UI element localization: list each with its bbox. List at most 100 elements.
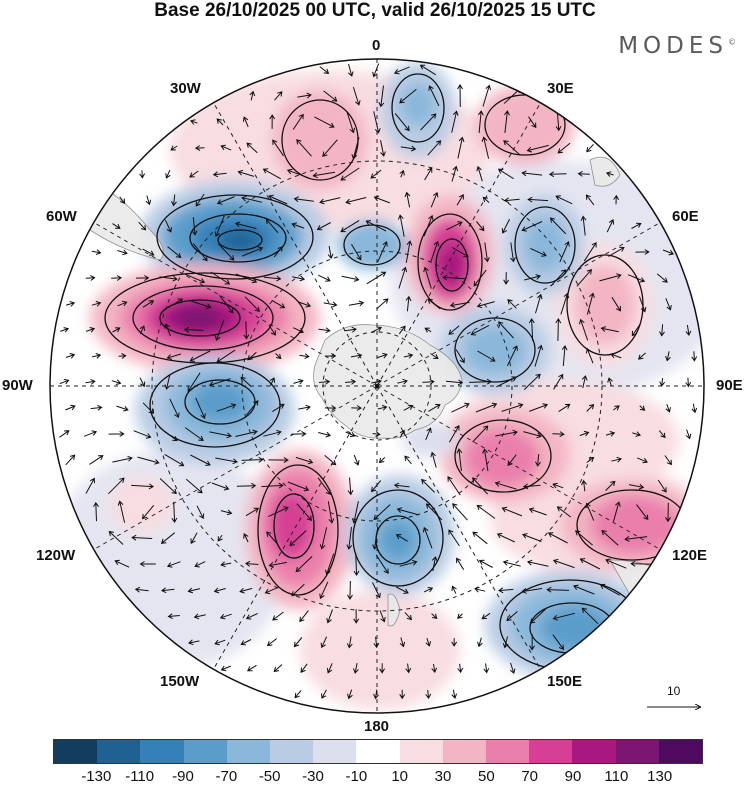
- wind-vector: [317, 477, 331, 495]
- wind-vector: [160, 532, 176, 544]
- wind-vector: [93, 501, 99, 522]
- wind-vector: [375, 554, 389, 574]
- wind-vector: [419, 64, 437, 76]
- colorbar-swatch: [442, 740, 487, 763]
- wind-vector: [576, 268, 593, 287]
- wind-vector: [501, 403, 524, 412]
- wind-vector: [263, 429, 282, 437]
- wind-vector: [422, 378, 435, 385]
- wind-vector: [112, 327, 121, 333]
- wind-vector: [404, 455, 412, 465]
- wind-vector: [558, 403, 571, 413]
- wind-vector: [346, 636, 353, 649]
- wind-vector: [234, 221, 257, 230]
- wind-vector: [245, 612, 258, 620]
- wind-vector: [111, 379, 122, 385]
- wind-vector: [380, 139, 386, 157]
- wind-vector: [312, 171, 336, 179]
- colorbar-tick-label: -50: [258, 768, 281, 785]
- wind-vector: [624, 536, 648, 542]
- wind-vector: [83, 430, 98, 437]
- wind-vector: [452, 247, 469, 258]
- wind-vector: [320, 636, 328, 649]
- wind-vector: [208, 378, 231, 388]
- wind-vector: [268, 194, 288, 205]
- wind-vector: [529, 403, 549, 412]
- wind-vector: [341, 275, 360, 282]
- wind-vector: [396, 586, 409, 594]
- wind-vector: [613, 194, 620, 205]
- colorbar-tick-label: -90: [172, 768, 194, 785]
- wind-vector: [379, 610, 386, 623]
- label-90w: 90W: [2, 377, 33, 394]
- modes-logo: MODES©: [618, 33, 736, 59]
- wind-vector: [377, 352, 388, 359]
- wind-vector: [632, 431, 642, 437]
- wind-vector: [212, 171, 227, 178]
- wind-vectors: [59, 63, 698, 700]
- wind-vector: [398, 325, 406, 335]
- wind-vector: [239, 587, 253, 594]
- wind-vector: [137, 456, 160, 465]
- wind-vector: [451, 638, 458, 647]
- wind-vector: [484, 242, 490, 263]
- wind-vector: [214, 639, 226, 646]
- wind-vector: [346, 111, 356, 134]
- wind-vector: [427, 140, 442, 156]
- wind-vector: [427, 298, 441, 310]
- wind-vector: [236, 482, 257, 489]
- wind-vector: [403, 353, 414, 359]
- wind-vector: [448, 529, 460, 547]
- wind-vector: [189, 170, 199, 178]
- wind-vector: [261, 482, 284, 489]
- wind-vector: [244, 560, 259, 567]
- map-boundary: [49, 58, 705, 714]
- wind-vector: [476, 221, 485, 232]
- wind-vector: [496, 376, 517, 388]
- wind-vector: [372, 527, 379, 550]
- wind-vector: [451, 585, 457, 594]
- wind-vector: [555, 318, 562, 342]
- wind-vector: [370, 326, 383, 334]
- label-90e: 90E: [716, 377, 743, 394]
- colorbar-swatch: [226, 740, 271, 763]
- wind-vector: [142, 300, 155, 308]
- wind-vector: [183, 273, 206, 284]
- wind-vector: [474, 586, 486, 593]
- wind-vector: [247, 351, 257, 361]
- wind-vector: [91, 353, 102, 359]
- wind-vector: [85, 477, 95, 494]
- wind-vector: [399, 559, 418, 567]
- wind-vector: [266, 531, 278, 545]
- wind-vector: [478, 110, 484, 133]
- wind-vector: [139, 377, 146, 388]
- wind-vector: [470, 324, 490, 336]
- wind-vector: [507, 454, 517, 467]
- wind-vector: [423, 214, 434, 237]
- wind-vector: [561, 345, 568, 367]
- wind-vector: [262, 168, 282, 180]
- wind-vector: [296, 139, 312, 157]
- wind-vector: [475, 402, 498, 413]
- wind-vector: [478, 559, 493, 568]
- wind-vector: [599, 273, 622, 282]
- wind-vector: [117, 300, 128, 307]
- wind-vector: [220, 561, 232, 568]
- wind-vector: [378, 85, 385, 108]
- wind-vector: [377, 404, 388, 411]
- label-150w: 150W: [160, 673, 200, 690]
- colorbar-swatch: [183, 740, 227, 763]
- wind-vector: [192, 243, 208, 262]
- wind-vector: [324, 405, 337, 411]
- wind-vector: [219, 294, 234, 314]
- wind-vector: [345, 431, 356, 438]
- wind-vector: [448, 424, 460, 443]
- wind-vector: [405, 295, 412, 312]
- wind-vector: [59, 430, 70, 438]
- wind-vector: [483, 663, 490, 674]
- wind-vector: [430, 240, 440, 263]
- wind-vector: [220, 509, 233, 516]
- wind-vector: [476, 301, 495, 309]
- colorbar-swatch: [97, 740, 141, 763]
- wind-vector: [164, 323, 171, 337]
